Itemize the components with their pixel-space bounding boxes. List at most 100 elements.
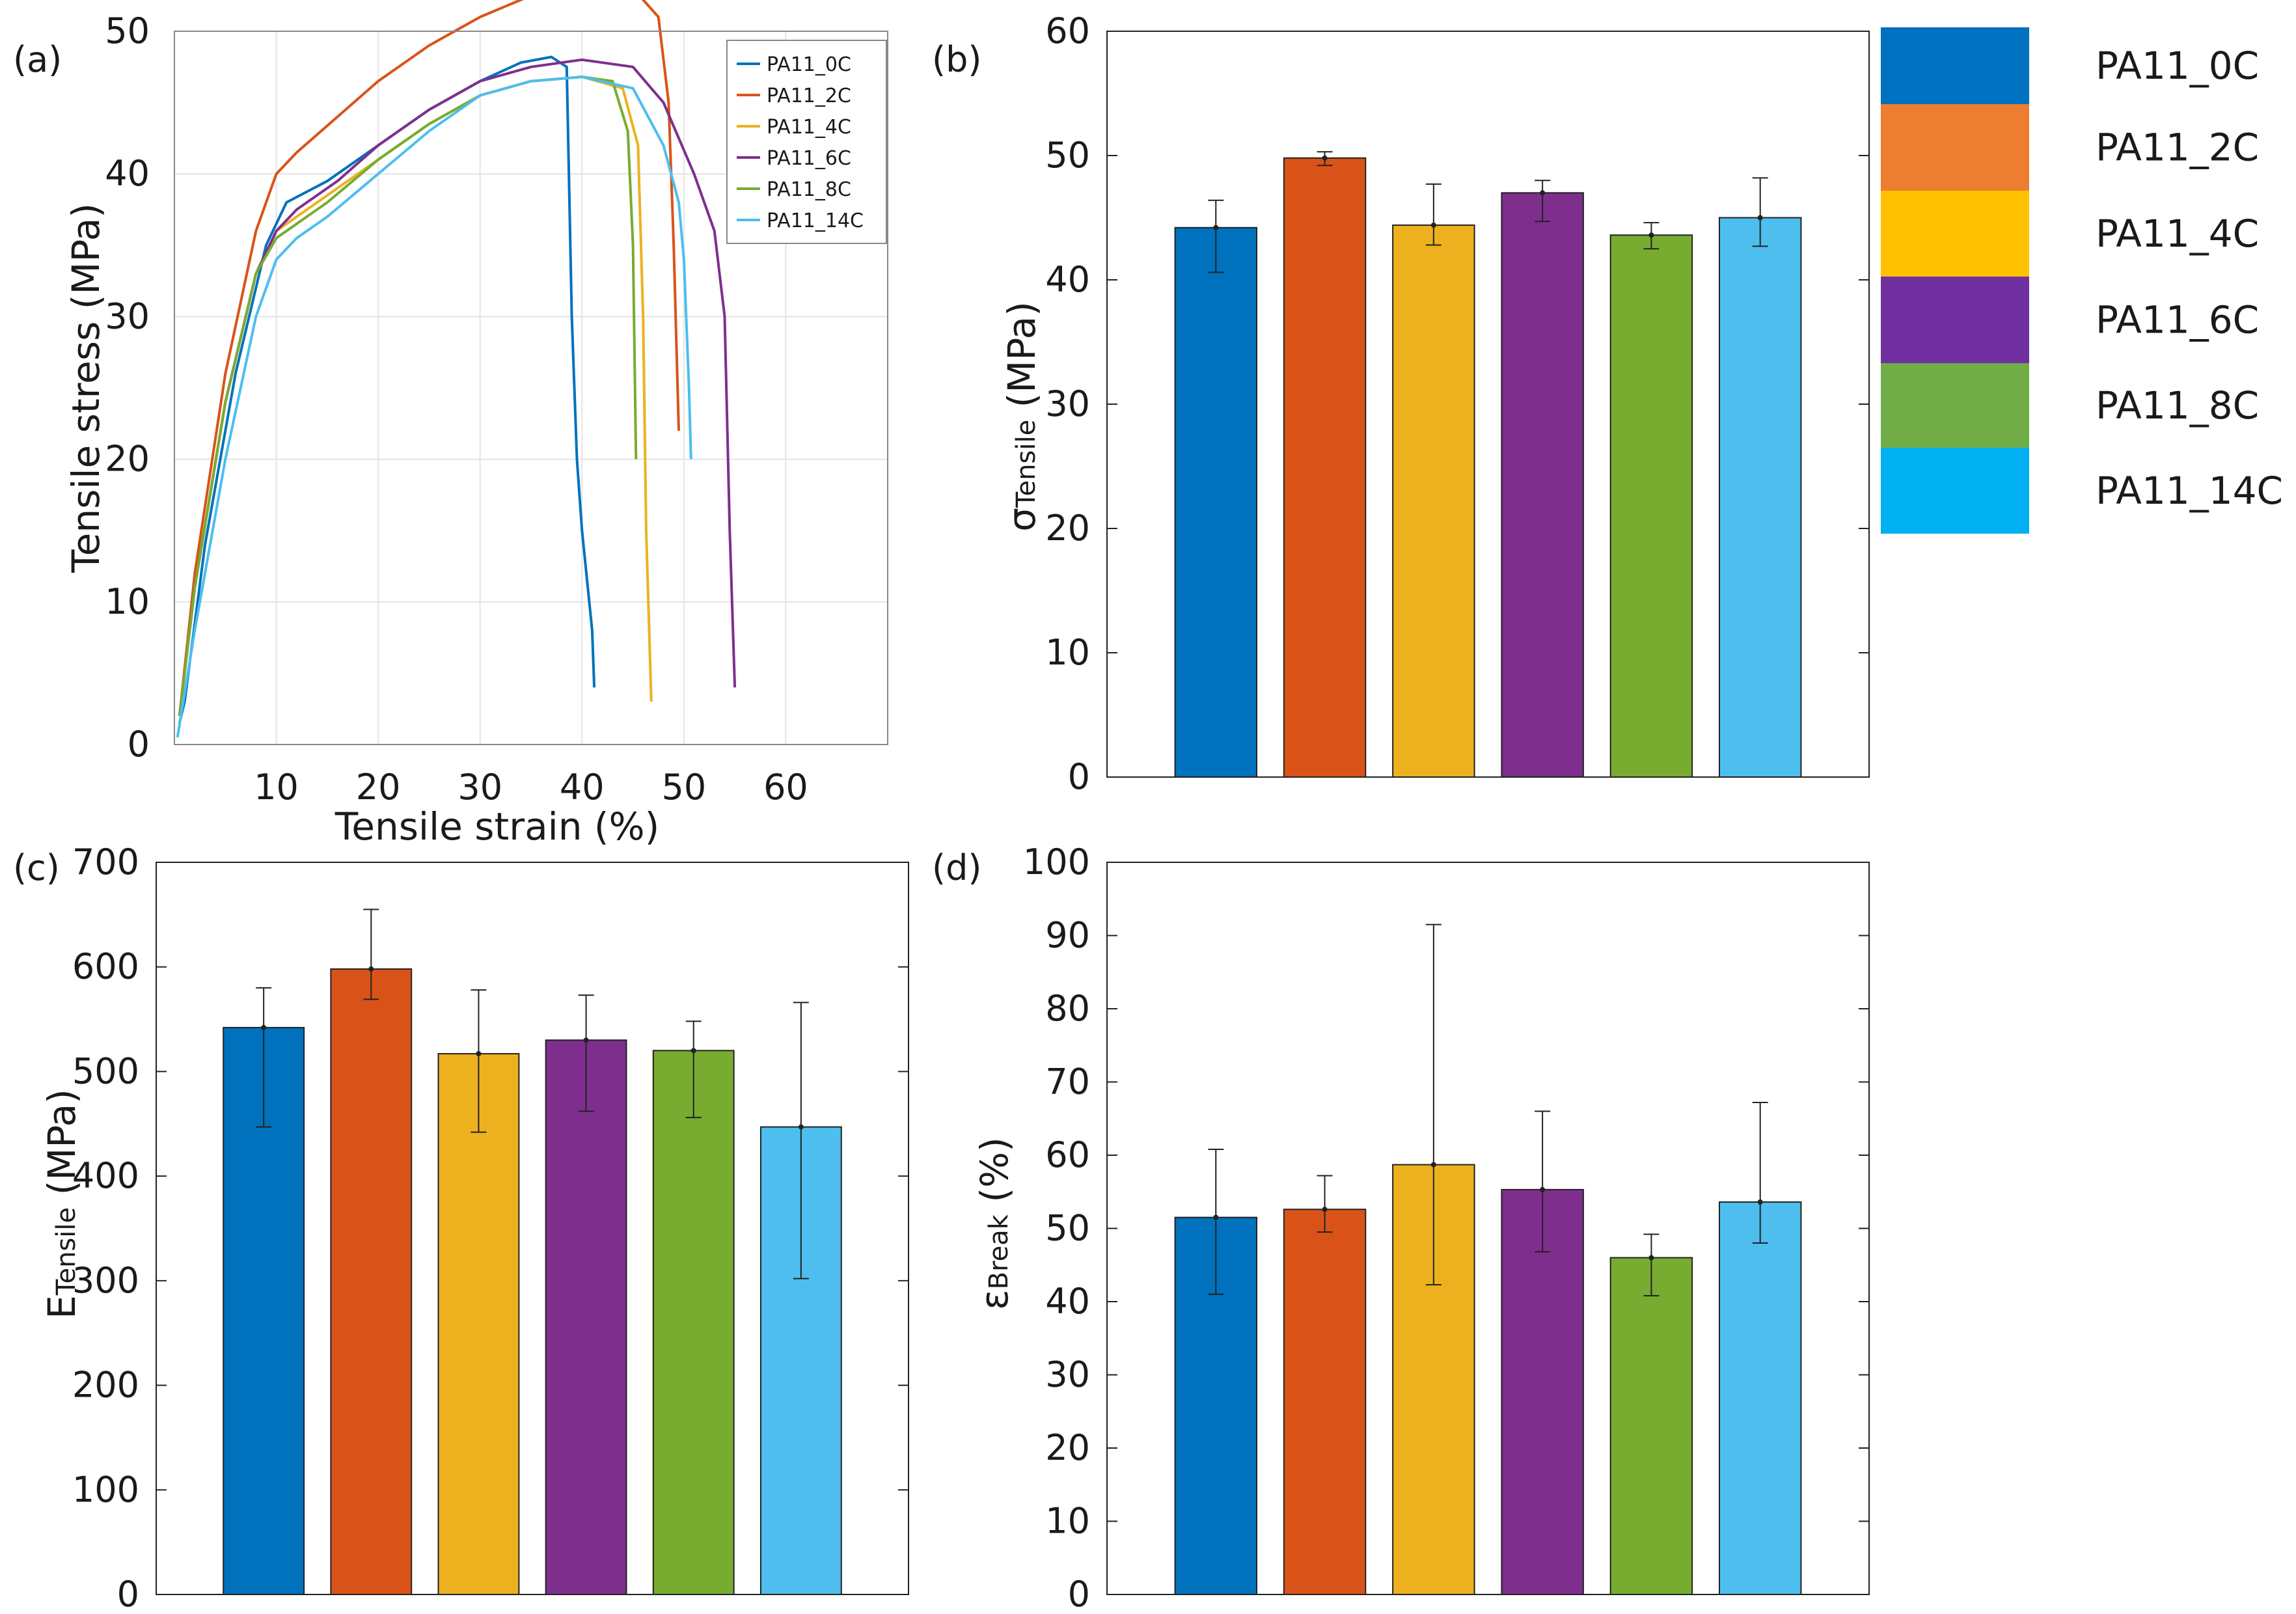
- panel-a-legend: PA11_0C PA11_2C PA11_4C PA11_6C PA11_8C PA11_…: [726, 40, 887, 244]
- panel-c-ytick-label: 0: [117, 1574, 139, 1614]
- panel-d-ylabel-subscript: Break: [984, 1214, 1014, 1289]
- panel-d-ylabel-unit: (%): [972, 1137, 1017, 1214]
- panel-a-series-line: [178, 75, 638, 717]
- panel-b-bar: [1609, 234, 1693, 778]
- panel-b-ylabel-symbol: σ: [1000, 508, 1044, 532]
- panel-d-ytick-label: 30: [1045, 1354, 1090, 1395]
- panel-b-ytick-label: 60: [1045, 10, 1090, 51]
- panel-a-tensile-curves: (a) 10 20 30 40 50 60 0 10 20 30 40 50 Tensile stra…: [13, 0, 888, 849]
- panel-a-legend-box: [726, 40, 887, 244]
- panel-a-series-line: [178, 75, 653, 717]
- panel-d-ytick-label: 40: [1045, 1281, 1090, 1322]
- panel-d-mean-marker: [1648, 1255, 1654, 1261]
- panel-c-ytick-label: 300: [72, 1260, 139, 1301]
- panel-d-mean-marker: [1430, 1162, 1436, 1168]
- panel-c-ylabel: ETensile (MPa): [40, 1089, 84, 1319]
- panel-b-ytick-label: 0: [1068, 756, 1090, 797]
- shared-legend-label: PA11_14C: [2096, 469, 2283, 513]
- panel-a-axes-box: [174, 31, 888, 745]
- panel-d-ytick-label: 10: [1045, 1501, 1090, 1542]
- panel-d-ytick-label: 20: [1045, 1427, 1090, 1468]
- shared-legend-label: PA11_8C: [2096, 383, 2259, 428]
- panel-b-bar: [1501, 192, 1584, 778]
- panel-d-mean-marker: [1757, 1199, 1763, 1205]
- panel-c-mean-marker: [583, 1037, 589, 1043]
- panel-c-ytick-label: 700: [72, 841, 139, 882]
- panel-d-bar: [1283, 1209, 1367, 1595]
- panel-c-mean-marker: [476, 1051, 482, 1057]
- panel-d-bar: [1609, 1257, 1693, 1595]
- panel-a-legend-label: PA11_14C: [767, 210, 864, 232]
- panel-b-bar: [1174, 226, 1258, 778]
- panel-d-bar: [1501, 1188, 1584, 1595]
- panel-a-series-line: [176, 75, 692, 738]
- panel-b-plot: 0 10 20 30 40 50 60: [1045, 10, 1870, 797]
- shared-legend-label: PA11_6C: [2096, 298, 2259, 342]
- panel-c-ytick-label: 500: [72, 1050, 139, 1091]
- panel-a-ytick-label: 50: [105, 10, 150, 51]
- panel-b-ytick-label: 20: [1045, 508, 1090, 549]
- panel-b-mean-marker: [1648, 232, 1654, 238]
- shared-legend-swatch: [1881, 104, 2029, 191]
- panel-d-mean-marker: [1540, 1186, 1546, 1192]
- panel-c-mean-marker: [690, 1048, 696, 1054]
- panel-d-ylabel: εBreak (%): [972, 1137, 1017, 1309]
- panel-a-xtick-label: 10: [254, 767, 299, 808]
- panel-b-ytick-label: 40: [1045, 259, 1090, 300]
- panel-d-elongation-at-break: (d) 0 10 20 30 40 50 60 70 80 90 100 εBreak (%): [932, 841, 1870, 1614]
- panel-c-tensile-modulus: (c) 0 100 200 300 400 500 600 700 ETensile (MPa…: [13, 841, 909, 1614]
- panel-b-ylabel: σTensile (MPa): [1000, 301, 1044, 532]
- panel-c-ylabel-subscript: Tensile: [51, 1207, 81, 1296]
- panel-a-legend-label: PA11_2C: [767, 85, 851, 107]
- panel-b-ytick-label: 30: [1045, 383, 1090, 424]
- panel-b-ytick-label: 10: [1045, 632, 1090, 673]
- panel-c-mean-marker: [798, 1124, 804, 1130]
- shared-legend: PA11_0C PA11_2C PA11_4C PA11_6C PA11_8C PA11_…: [1881, 27, 2283, 534]
- panel-a-xtick-label: 20: [356, 767, 401, 808]
- panel-d-mean-marker: [1213, 1214, 1219, 1220]
- panel-b-mean-marker: [1322, 155, 1328, 161]
- shared-legend-swatch: [1881, 27, 2029, 104]
- panel-c-label: (c): [13, 847, 60, 888]
- panel-a-xtick-label: 30: [458, 767, 502, 808]
- panel-a-xtick-label: 50: [661, 767, 706, 808]
- panel-b-bar: [1392, 224, 1475, 778]
- panel-b-mean-marker: [1213, 225, 1219, 230]
- panel-d-bar: [1718, 1201, 1802, 1595]
- panel-c-bar: [330, 968, 413, 1595]
- panel-d-mean-marker: [1322, 1207, 1328, 1212]
- panel-c-bar: [545, 1039, 627, 1595]
- panel-a-series-line: [178, 58, 737, 717]
- panel-b-mean-marker: [1430, 222, 1436, 228]
- panel-b-mean-marker: [1757, 215, 1763, 221]
- panel-a-ylabel: Tensile stress (MPa): [64, 203, 108, 573]
- panel-c-ytick-label: 400: [72, 1155, 139, 1196]
- shared-legend-swatch: [1881, 363, 2029, 448]
- shared-legend-label: PA11_2C: [2096, 126, 2259, 170]
- panel-d-plot: 0 10 20 30 40 50 60 70 80 90 100: [1023, 841, 1870, 1614]
- panel-d-ytick-label: 0: [1068, 1574, 1090, 1614]
- panel-a-legend-label: PA11_0C: [767, 53, 851, 76]
- shared-legend-swatch: [1881, 191, 2029, 277]
- panel-b-ylabel-subscript: Tensile: [1011, 420, 1041, 508]
- panel-d-ytick-label: 60: [1045, 1134, 1090, 1175]
- panel-c-ylabel-symbol: E: [40, 1295, 84, 1319]
- panel-c-bar: [437, 1053, 520, 1596]
- panel-a-ytick-label: 0: [128, 724, 150, 765]
- panel-a-xtick-label: 40: [560, 767, 605, 808]
- panel-c-ytick-label: 200: [72, 1365, 139, 1406]
- panel-a-ytick-label: 20: [105, 439, 150, 480]
- shared-legend-label: PA11_4C: [2096, 212, 2259, 256]
- panel-c-mean-marker: [261, 1024, 267, 1030]
- panel-b-ytick-label: 50: [1045, 135, 1090, 176]
- panel-a-xtick-label: 60: [763, 767, 808, 808]
- panel-b-ylabel-unit: (MPa): [1000, 301, 1044, 420]
- panel-a-series-line: [178, 55, 596, 724]
- panel-d-ytick-label: 90: [1045, 915, 1090, 956]
- panel-d-ytick-label: 80: [1045, 988, 1090, 1029]
- panel-c-ylabel-unit: (MPa): [40, 1089, 84, 1207]
- panel-a-legend-label: PA11_4C: [767, 116, 851, 139]
- panel-d-ytick-label: 50: [1045, 1208, 1090, 1249]
- panel-a-ytick-label: 10: [105, 581, 150, 622]
